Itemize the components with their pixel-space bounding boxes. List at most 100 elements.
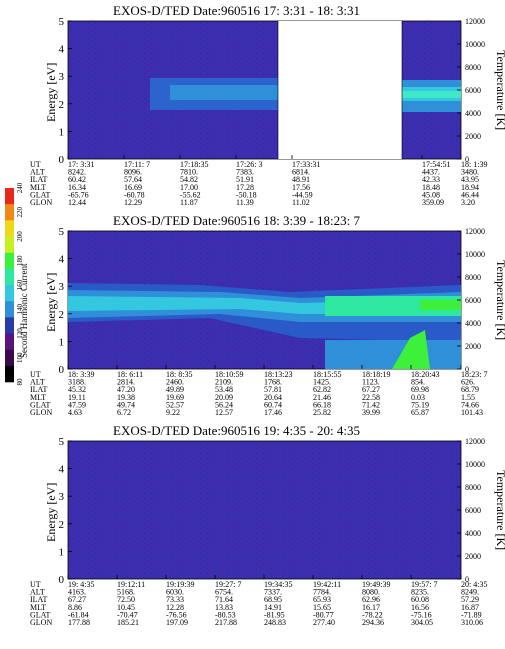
ephemeris-value: -80.53: [215, 610, 236, 619]
ephemeris-value: 8235.: [411, 588, 429, 597]
ephemeris-value: 60.42: [68, 175, 86, 184]
ephemeris-value: 0.03: [411, 393, 425, 402]
ephemeris-value: 20.64: [264, 393, 282, 402]
y2tick-label: 2000: [465, 342, 481, 351]
ytick-label: 1: [59, 126, 65, 138]
ephemeris-value: 304.05: [411, 618, 433, 627]
ephemeris-value: 12.57: [215, 408, 233, 417]
ephemeris-value: 18:13:23: [264, 370, 292, 379]
panel-1-y2label: Temperature [K]: [494, 50, 505, 130]
ephemeris-value: 19.69: [166, 393, 184, 402]
colorbar-swatch: [5, 204, 14, 221]
y2tick-label: 4000: [465, 109, 481, 118]
y2tick-label: 8000: [465, 273, 481, 282]
ephemeris-row-label: ALT: [30, 168, 45, 177]
ephemeris-value: 8080.: [362, 588, 380, 597]
ytick-label: 5: [59, 16, 65, 28]
panel-1-yticks: 0 1 2 3 4 5: [59, 16, 72, 166]
ephemeris-value: 7337.: [264, 588, 282, 597]
ephemeris-value: -76.56: [166, 610, 187, 619]
ephemeris-value: 10.45: [117, 603, 135, 612]
ephemeris-value: 18: 8:35: [166, 370, 192, 379]
ytick-label: 1: [59, 546, 65, 558]
panel-1-ylabel: Energy [eV]: [44, 63, 58, 122]
ephemeris-value: 18:15:55: [313, 370, 341, 379]
ephemeris-value: 46.44: [461, 190, 479, 199]
ephemeris-value: 1.55: [461, 393, 475, 402]
ephemeris-value: 185.21: [117, 618, 139, 627]
ephemeris-value: 11.39: [236, 198, 254, 207]
y2tick-label: 8000: [465, 63, 481, 72]
colorbar-swatch: [5, 268, 14, 286]
ephemeris-value: 18.48: [422, 183, 440, 192]
ephemeris-row-label: ILAT: [30, 385, 47, 394]
ephemeris-row-label: GLON: [30, 408, 52, 417]
ephemeris-value: 48.91: [292, 175, 310, 184]
y2tick-label: 4000: [465, 319, 481, 328]
panel-2-band-brightest: [420, 300, 461, 310]
ephemeris-value: 101.43: [461, 408, 483, 417]
ephemeris-value: 60.08: [411, 595, 429, 604]
panel-3-y2ticks: 0 2000 4000 6000 8000 10000 12000: [457, 437, 485, 584]
y2tick-label: 6000: [465, 506, 481, 515]
ephemeris-value: 8096.: [124, 168, 142, 177]
y2tick-label: 0: [465, 365, 469, 374]
ephemeris-value: 18:10:59: [215, 370, 243, 379]
ephemeris-value: 19:57: 7: [411, 580, 437, 589]
ephemeris-value: -80.77: [313, 610, 334, 619]
ephemeris-value: 12.28: [166, 603, 184, 612]
ephemeris-value: 13.83: [215, 603, 233, 612]
ephemeris-value: 1425.: [313, 378, 331, 387]
panel-1-features: [150, 21, 461, 159]
ephemeris-value: 19:19:39: [166, 580, 194, 589]
ephemeris-value: 17.56: [292, 183, 310, 192]
y2tick-label: 10000: [465, 40, 485, 49]
ephemeris-value: 177.88: [68, 618, 90, 627]
panel-2-ylabel: Energy [eV]: [44, 273, 58, 332]
y2tick-label: 4000: [465, 529, 481, 538]
colorbar-swatch: [5, 285, 14, 302]
ephemeris-value: 14.91: [264, 603, 282, 612]
ephemeris-value: 359.09: [422, 198, 444, 207]
ephemeris-value: 9.22: [166, 408, 180, 417]
ephemeris-value: -55.62: [180, 190, 201, 199]
ephemeris-value: 67.27: [362, 385, 380, 394]
ephemeris-value: 16.69: [124, 183, 142, 192]
y2tick-label: 0: [465, 575, 469, 584]
colorbar-tick-label: 140: [16, 304, 24, 315]
ephemeris-value: 39.99: [362, 408, 380, 417]
ephemeris-value: 626.: [461, 378, 475, 387]
colorbar-tick-label: 80: [16, 378, 24, 386]
colorbar-swatches: [5, 188, 14, 383]
ephemeris-row-label: UT: [30, 160, 41, 169]
ephemeris-value: 25.82: [313, 408, 331, 417]
panel-1-data-gap: [278, 21, 402, 159]
ephemeris-value: 19:34:35: [264, 580, 292, 589]
ephemeris-value: 66.18: [313, 400, 331, 409]
ephemeris-value: 310.06: [461, 618, 483, 627]
colorbar-tick-label: 120: [16, 328, 24, 339]
ytick-label: 0: [59, 574, 65, 586]
colorbar-label: Second Harmonic Current: [19, 263, 29, 358]
ephemeris-value: 18: 6:11: [117, 370, 143, 379]
ephemeris-value: 16.87: [461, 603, 479, 612]
ephemeris-value: 15.65: [313, 603, 331, 612]
ephemeris-value: -70.47: [117, 610, 138, 619]
ephemeris-value: 17:26: 3: [236, 160, 262, 169]
ytick-label: 3: [59, 491, 65, 503]
ephemeris-value: 7784.: [313, 588, 331, 597]
ephemeris-value: 2814.: [117, 378, 135, 387]
ephemeris-value: -78.22: [362, 610, 383, 619]
ephemeris-value: 45.32: [68, 385, 86, 394]
ephemeris-value: -65.76: [68, 190, 89, 199]
y2tick-label: 0: [465, 155, 469, 164]
ytick-label: 2: [59, 309, 65, 321]
ephemeris-value: 2460.: [166, 378, 184, 387]
ephemeris-value: 8242.: [68, 168, 86, 177]
ephemeris-row-label: GLON: [30, 198, 52, 207]
ytick-label: 4: [59, 44, 65, 56]
ephemeris-value: 2109.: [215, 378, 233, 387]
ephemeris-value: -60.78: [124, 190, 145, 199]
ephemeris-value: 4437.: [422, 168, 440, 177]
ephemeris-value: 854.: [411, 378, 425, 387]
